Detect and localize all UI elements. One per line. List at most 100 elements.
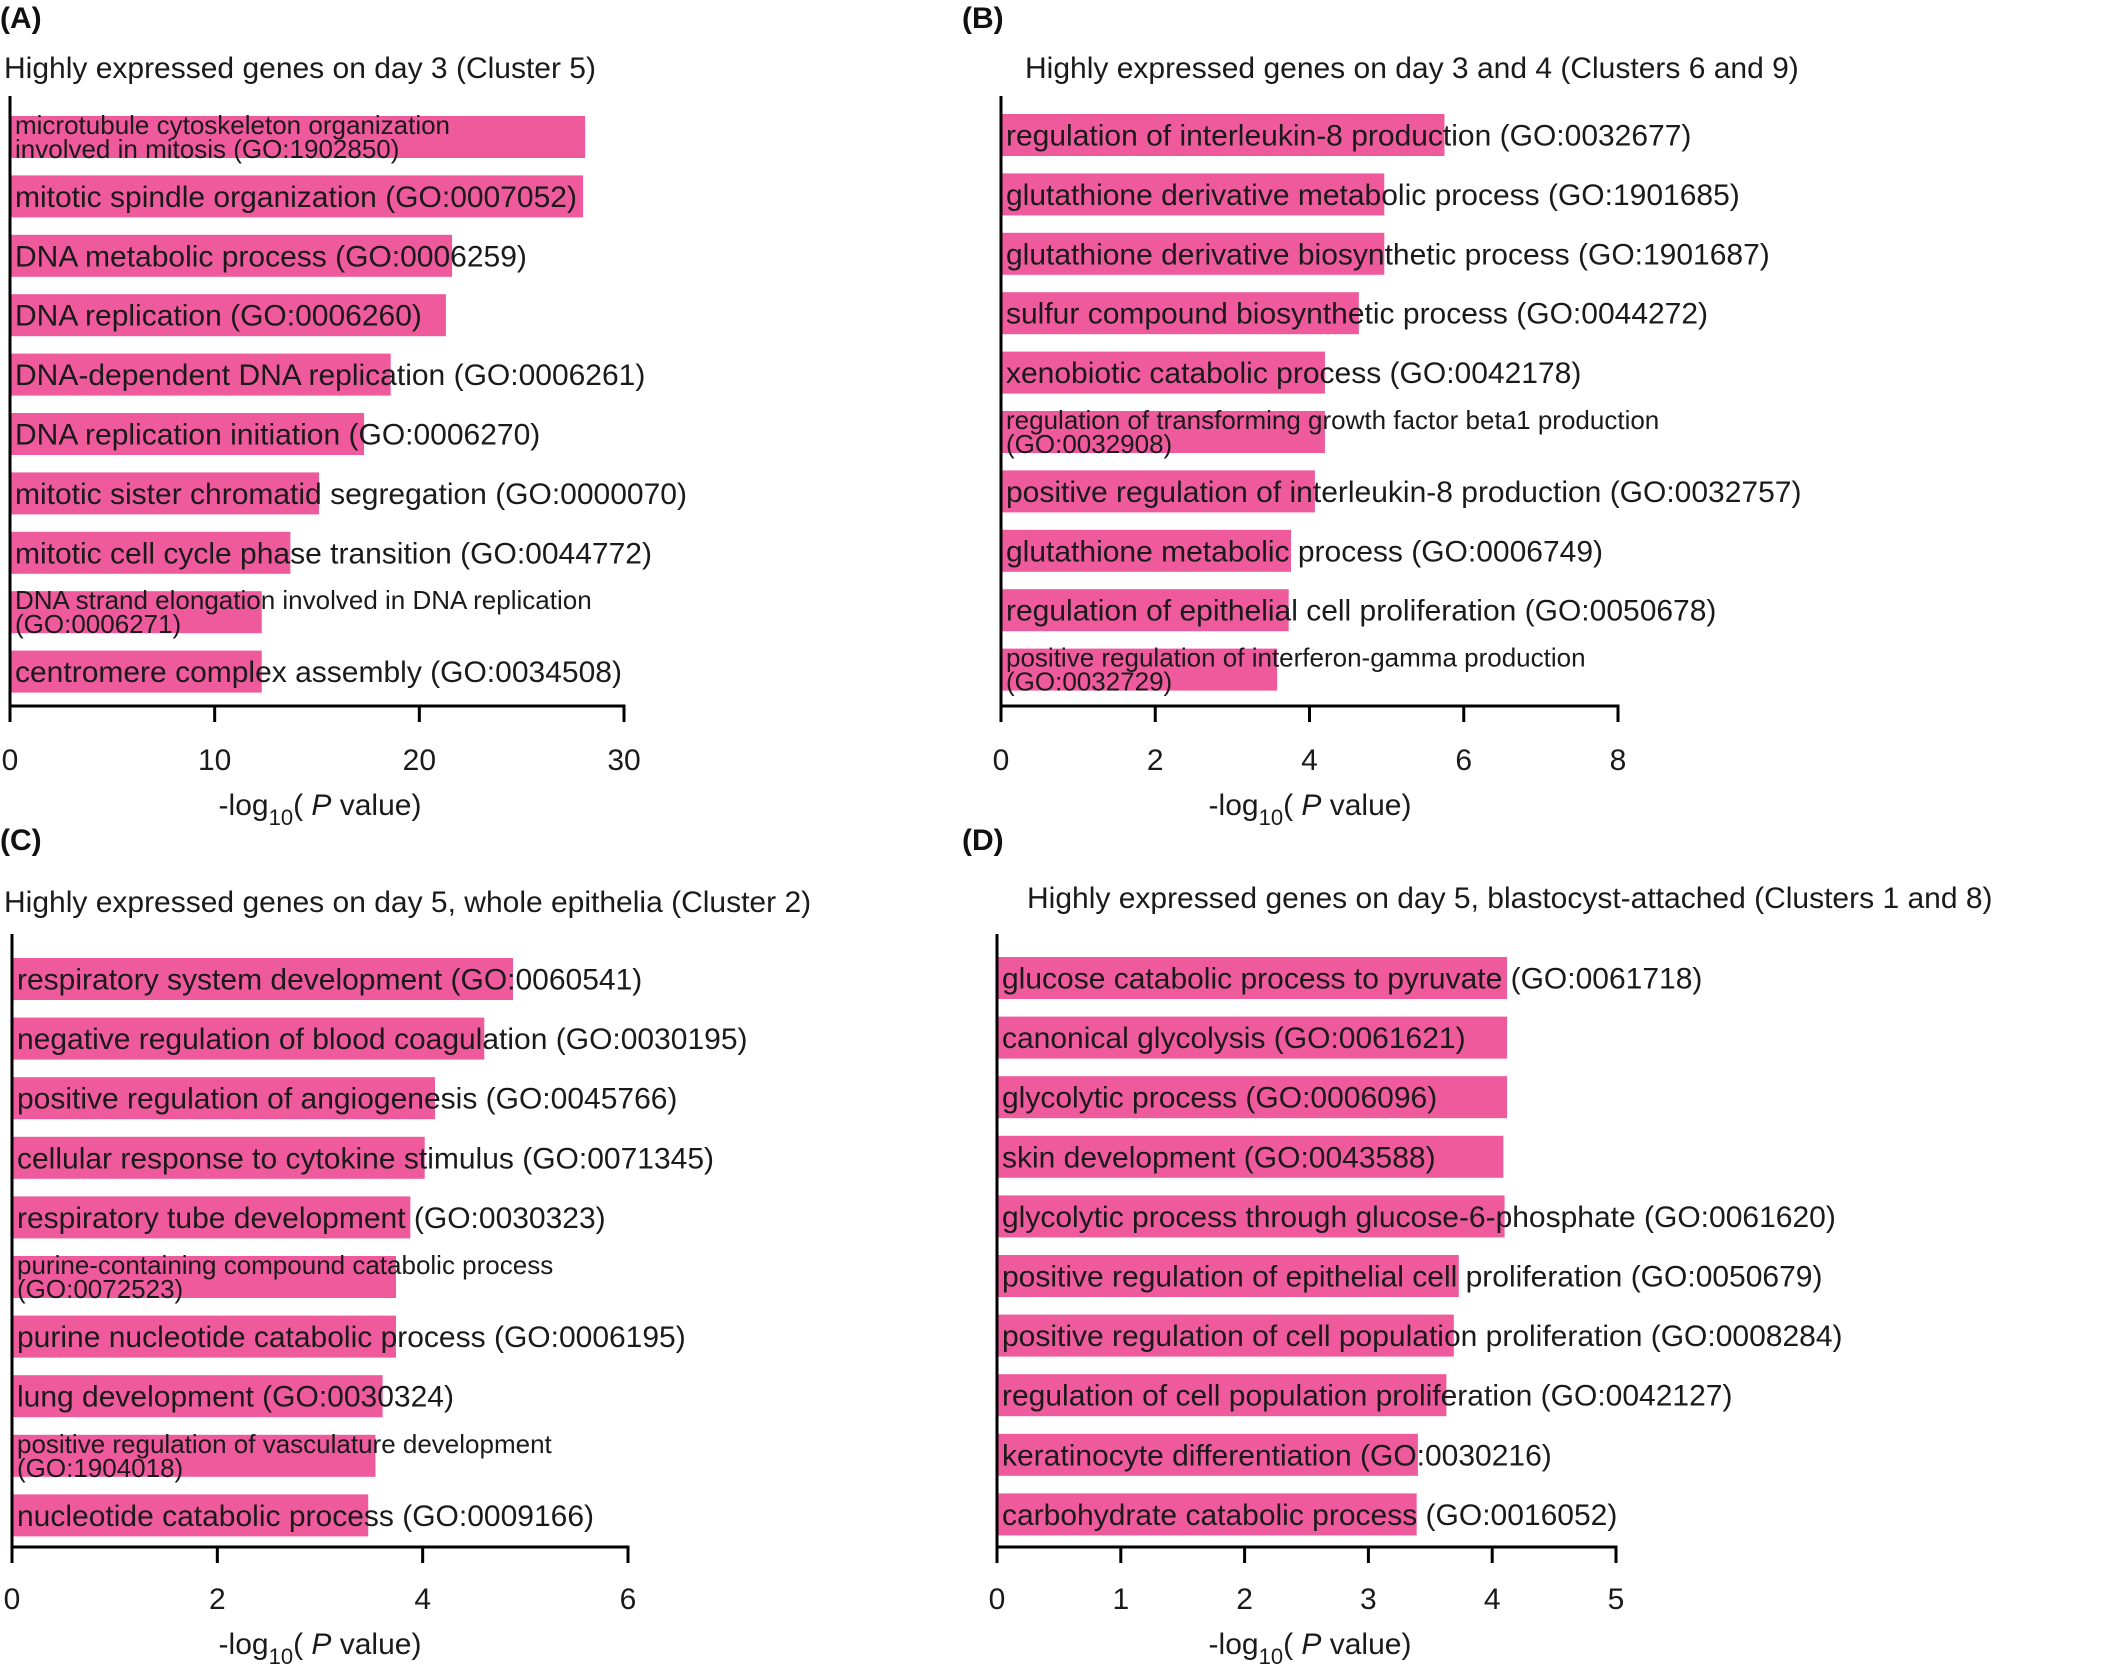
x-tick-label: 0 bbox=[4, 1583, 21, 1616]
category-label: glycolytic process (GO:0006096) bbox=[1002, 1082, 1437, 1115]
panel-b: (B) Highly expressed genes on day 3 and 4… bbox=[962, 2, 1801, 830]
category-label: microtubule cytoskeleton organization bbox=[15, 110, 450, 140]
category-label: carbohydrate catabolic process (GO:00160… bbox=[1002, 1499, 1617, 1532]
bar bbox=[10, 234, 453, 277]
bar bbox=[10, 591, 262, 634]
chart-title: Highly expressed genes on day 5, blastoc… bbox=[1027, 882, 1993, 915]
category-label: lung development (GO:0030324) bbox=[17, 1381, 454, 1414]
bar bbox=[10, 175, 584, 218]
category-label: regulation of interleukin-8 production (… bbox=[1006, 120, 1691, 153]
x-tick-label: 20 bbox=[403, 744, 436, 777]
bar bbox=[1001, 173, 1385, 216]
bar bbox=[12, 1077, 435, 1120]
bar bbox=[1001, 232, 1385, 275]
bar bbox=[1001, 648, 1278, 691]
category-label: centromere complex assembly (GO:0034508) bbox=[15, 656, 622, 689]
category-label: positive regulation of vasculature devel… bbox=[17, 1429, 553, 1459]
panel-label: (B) bbox=[962, 2, 1004, 35]
category-label: sulfur compound biosynthetic process (GO… bbox=[1006, 298, 1708, 331]
category-label: DNA-dependent DNA replication (GO:000626… bbox=[15, 359, 645, 392]
chart-title: Highly expressed genes on day 3 (Cluster… bbox=[4, 52, 596, 85]
bar bbox=[1001, 529, 1291, 572]
panel-c: (C) Highly expressed genes on day 5, whol… bbox=[0, 824, 811, 1669]
category-label: DNA replication initiation (GO:0006270) bbox=[15, 419, 540, 452]
bar bbox=[12, 1434, 376, 1477]
bar bbox=[12, 1256, 396, 1298]
x-tick-label: 8 bbox=[1610, 744, 1627, 777]
bar bbox=[997, 1016, 1508, 1059]
x-tick-label: 6 bbox=[620, 1583, 637, 1616]
panel-label: (C) bbox=[0, 824, 42, 857]
category-label-line2: (GO:0072523) bbox=[17, 1274, 183, 1304]
panel-a: (A) Highly expressed genes on day 3 (Clus… bbox=[0, 2, 687, 830]
x-tick-label: 2 bbox=[209, 1583, 226, 1616]
bar bbox=[12, 1196, 411, 1239]
bar bbox=[997, 957, 1508, 999]
x-tick-label: 3 bbox=[1360, 1583, 1377, 1616]
category-label: positive regulation of interferon-gamma … bbox=[1006, 643, 1586, 673]
category-label: positive regulation of cell population p… bbox=[1002, 1320, 1843, 1353]
bar bbox=[10, 353, 391, 396]
category-label: DNA metabolic process (GO:0006259) bbox=[15, 240, 527, 273]
x-tick-label: 1 bbox=[1112, 1583, 1129, 1616]
category-label: canonical glycolysis (GO:0061621) bbox=[1002, 1022, 1466, 1055]
panel-d: (D) Highly expressed genes on day 5, blas… bbox=[962, 824, 1993, 1669]
x-axis-label: -log10( P value) bbox=[1209, 789, 1412, 830]
bar bbox=[12, 1315, 396, 1358]
category-label: nucleotide catabolic process (GO:0009166… bbox=[17, 1500, 594, 1533]
category-label-line2: (GO:0032729) bbox=[1006, 667, 1172, 697]
category-label: purine nucleotide catabolic process (GO:… bbox=[17, 1321, 686, 1354]
x-tick-label: 30 bbox=[607, 744, 640, 777]
x-tick-label: 0 bbox=[993, 744, 1010, 777]
bar bbox=[1001, 589, 1289, 632]
bar bbox=[10, 531, 291, 574]
category-label: cellular response to cytokine stimulus (… bbox=[17, 1142, 714, 1175]
x-tick-label: 2 bbox=[1236, 1583, 1253, 1616]
category-label-line2: (GO:0032908) bbox=[1006, 429, 1172, 459]
x-tick-label: 5 bbox=[1608, 1583, 1625, 1616]
category-label: respiratory tube development (GO:0030323… bbox=[17, 1202, 606, 1235]
x-tick-label: 4 bbox=[414, 1583, 431, 1616]
bar bbox=[997, 1255, 1459, 1297]
x-tick-label: 0 bbox=[989, 1583, 1006, 1616]
bar bbox=[10, 294, 446, 337]
category-label: skin development (GO:0043588) bbox=[1002, 1141, 1436, 1174]
category-label: DNA strand elongation involved in DNA re… bbox=[15, 585, 592, 615]
category-label: negative regulation of blood coagulation… bbox=[17, 1023, 748, 1056]
bar bbox=[10, 116, 586, 158]
x-tick-label: 0 bbox=[2, 744, 19, 777]
category-label: glutathione derivative metabolic process… bbox=[1006, 179, 1740, 212]
bar bbox=[12, 1375, 383, 1418]
category-label: glutathione derivative biosynthetic proc… bbox=[1006, 238, 1770, 271]
category-label: keratinocyte differentiation (GO:0030216… bbox=[1002, 1439, 1552, 1472]
chart-title: Highly expressed genes on day 3 and 4 (C… bbox=[1025, 52, 1799, 85]
x-axis-label: -log10( P value) bbox=[219, 789, 422, 830]
bar bbox=[997, 1135, 1504, 1178]
category-label: glutathione metabolic process (GO:000674… bbox=[1006, 535, 1603, 568]
x-tick-label: 4 bbox=[1301, 744, 1318, 777]
category-label-line2: (GO:0006271) bbox=[15, 609, 181, 639]
bar bbox=[1001, 114, 1445, 156]
bar bbox=[12, 1136, 425, 1179]
bar bbox=[1001, 292, 1359, 335]
bar bbox=[997, 1493, 1417, 1536]
bar bbox=[1001, 351, 1325, 394]
bar bbox=[997, 1374, 1447, 1417]
category-label: positive regulation of interleukin-8 pro… bbox=[1006, 476, 1801, 509]
category-label: glycolytic process through glucose-6-pho… bbox=[1002, 1201, 1836, 1234]
x-tick-label: 6 bbox=[1455, 744, 1472, 777]
category-label: regulation of epithelial cell proliferat… bbox=[1006, 595, 1716, 628]
category-label: glucose catabolic process to pyruvate (G… bbox=[1002, 963, 1702, 996]
bar bbox=[10, 472, 320, 515]
category-label: respiratory system development (GO:00605… bbox=[17, 964, 642, 997]
bar bbox=[12, 958, 514, 1000]
bar bbox=[10, 413, 365, 455]
x-tick-label: 2 bbox=[1147, 744, 1164, 777]
category-label-line2: (GO:1904018) bbox=[17, 1453, 183, 1483]
panel-label: (A) bbox=[0, 2, 42, 35]
bar bbox=[1001, 470, 1315, 513]
category-label: mitotic spindle organization (GO:0007052… bbox=[15, 181, 577, 214]
chart-title: Highly expressed genes on day 5, whole e… bbox=[4, 886, 811, 919]
bar bbox=[997, 1195, 1505, 1238]
